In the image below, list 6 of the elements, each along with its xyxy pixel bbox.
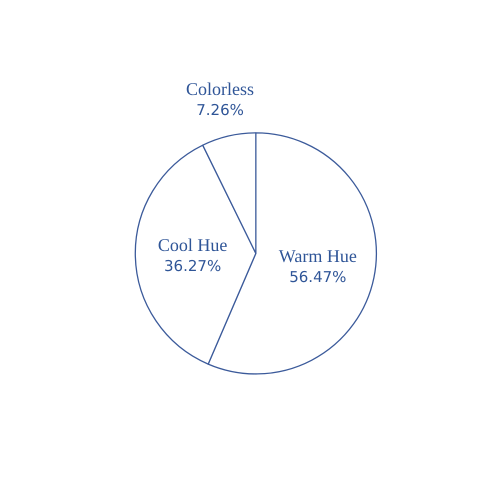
slice-label: Colorless [186, 79, 254, 100]
data-label: 36.27% [164, 256, 222, 275]
data-label: 7.26% [196, 101, 244, 120]
data-label: 56.47% [289, 268, 346, 286]
slice-label: Warm Hue [278, 246, 357, 266]
slice-label: Cool Hue [158, 234, 228, 255]
